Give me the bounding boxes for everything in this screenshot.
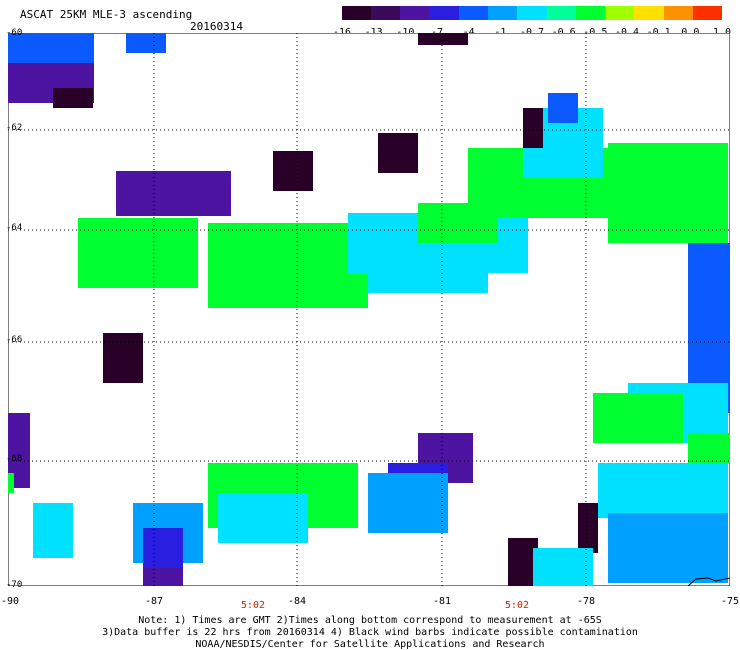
wind-cell <box>608 513 728 583</box>
colorbar-swatch <box>517 6 547 20</box>
coastline <box>687 577 730 586</box>
wind-cell <box>533 548 593 586</box>
wind-cell <box>578 503 598 553</box>
wind-cell <box>608 143 728 243</box>
wind-cell <box>116 171 231 216</box>
wind-cell <box>126 33 166 53</box>
colorbar-swatch <box>634 6 664 20</box>
time-label: 5:02 <box>240 600 266 611</box>
y-label: -60 <box>6 28 23 38</box>
wind-cell <box>688 433 730 463</box>
wind-cell <box>53 88 93 108</box>
colorbar-swatch <box>458 6 489 20</box>
wind-cell <box>78 218 198 288</box>
y-label: -64 <box>6 223 23 233</box>
grid-lines <box>8 33 730 586</box>
product-date: 20160314 <box>190 20 243 33</box>
wind-swaths <box>8 33 730 586</box>
wind-cell <box>593 393 683 443</box>
wind-cell <box>548 93 578 123</box>
colorbar-swatch <box>605 6 635 20</box>
colorbar-swatch <box>429 6 459 20</box>
colorbar-swatch <box>342 6 372 20</box>
note-line-1: Note: 1) Times are GMT 2)Times along bot… <box>138 615 602 626</box>
wind-cell <box>418 33 468 45</box>
wind-map <box>8 33 730 586</box>
wind-cell <box>368 473 448 533</box>
note-line-3: NOAA/NESDIS/Center for Satellite Applica… <box>195 639 545 650</box>
x-label: -84 <box>287 596 307 607</box>
colorbar-swatch <box>371 6 401 20</box>
y-label: -68 <box>6 454 23 464</box>
wind-cell <box>523 108 543 148</box>
x-label: -90 <box>0 596 20 607</box>
x-label: -87 <box>144 596 164 607</box>
wind-cell <box>378 133 418 173</box>
wind-cell <box>33 503 73 558</box>
x-label: -75 <box>720 596 740 607</box>
colorbar-swatch <box>575 6 606 20</box>
wind-cell <box>238 273 368 303</box>
x-label: -78 <box>576 596 596 607</box>
colorbar-swatch <box>692 6 723 20</box>
y-label: -70 <box>6 580 23 590</box>
colorbar <box>342 6 723 20</box>
y-label: -66 <box>6 335 23 345</box>
colorbar-swatch <box>488 6 518 20</box>
wind-cell <box>598 463 728 518</box>
time-label: 5:02 <box>504 600 530 611</box>
y-label: -62 <box>6 123 23 133</box>
wind-cell <box>8 473 14 493</box>
colorbar-swatch <box>663 6 693 20</box>
note-line-2: 3)Data buffer is 22 hrs from 20160314 4)… <box>102 627 638 638</box>
wind-cell <box>143 568 183 586</box>
wind-cell <box>8 413 30 488</box>
wind-cell <box>218 493 308 543</box>
colorbar-swatch <box>546 6 576 20</box>
wind-cell <box>273 151 313 191</box>
product-title: ASCAT 25KM MLE-3 ascending <box>20 8 193 21</box>
wind-cell <box>103 333 143 383</box>
colorbar-swatch <box>400 6 430 20</box>
x-label: -81 <box>432 596 452 607</box>
